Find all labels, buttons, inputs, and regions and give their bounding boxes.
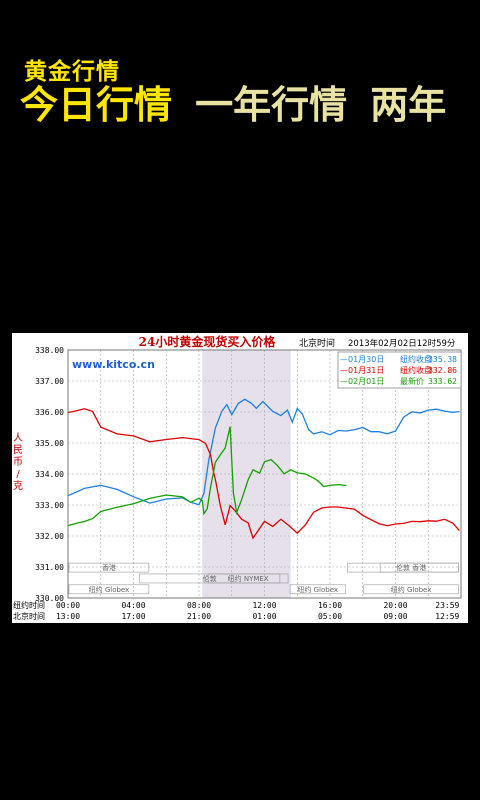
legend-date: —02月01日: [340, 377, 384, 386]
session-label: 伦敦: [396, 563, 410, 572]
app-title: 黄金行情: [24, 59, 120, 85]
x-tick-label: 23:59: [435, 601, 459, 610]
x-tick-label: 12:00: [252, 601, 276, 610]
x-tick-label: 21:00: [187, 612, 211, 621]
legend-date: —01月31日: [340, 366, 384, 375]
gold-price-chart-panel: 24小时黄金现货买入价格 北京时间 2013年02月02日12时59分 338.…: [12, 333, 468, 623]
x-axis-row-label: 纽约时间: [13, 600, 45, 610]
y-tick-label: 330.00: [35, 594, 64, 603]
y-tick-label: 333.00: [35, 501, 64, 510]
y-tick-label: 332.00: [35, 532, 64, 541]
session-label: 香港: [102, 563, 116, 572]
legend-value: 335.38: [428, 355, 457, 364]
y-axis-label-char: 民: [13, 444, 23, 456]
legend-label: 纽约收盘: [400, 354, 432, 364]
y-tick-label: 337.00: [35, 377, 64, 386]
x-tick-label: 17:00: [121, 612, 145, 621]
session-label: 香港: [412, 563, 426, 572]
legend-value: 332.86: [428, 366, 457, 375]
legend-label: 纽约收盘: [400, 365, 432, 375]
session-box: [289, 584, 346, 595]
x-tick-label: 16:00: [318, 601, 342, 610]
gold-price-chart: 24小时黄金现货买入价格 北京时间 2013年02月02日12时59分 338.…: [13, 334, 462, 621]
chart-title: 24小时黄金现货买入价格: [139, 334, 277, 349]
x-tick-label: 13:00: [56, 612, 80, 621]
session-label: 纽约 Globex: [89, 585, 130, 594]
x-tick-label: 00:00: [56, 601, 80, 610]
y-tick-label: 338.00: [35, 346, 64, 355]
x-tick-label: 09:00: [383, 612, 407, 621]
plot-frame: [67, 349, 462, 599]
session-label: 纽约 Globex: [391, 585, 432, 594]
y-axis-label-char: 币: [13, 456, 23, 468]
y-tick-label: 335.00: [35, 439, 64, 448]
x-tick-label: 08:00: [187, 601, 211, 610]
x-tick-label: 05:00: [318, 612, 342, 621]
timestamp: 2013年02月02日12时59分: [348, 338, 456, 349]
tab-one-year[interactable]: 一年行情: [195, 83, 348, 127]
y-tick-label: 331.00: [35, 563, 64, 572]
session-box: [379, 562, 459, 573]
y-tick-label: 334.00: [35, 470, 64, 479]
x-axis-row-label: 北京时间: [13, 611, 45, 621]
session-box: [68, 562, 150, 573]
y-tick-label: 336.00: [35, 408, 64, 417]
session-label: 伦敦: [203, 574, 217, 583]
time-label: 北京时间: [299, 337, 335, 349]
x-tick-label: 12:59: [435, 612, 459, 621]
legend-box: [337, 351, 462, 389]
session-box: [363, 584, 459, 595]
x-tick-label: 01:00: [252, 612, 276, 621]
session-label: 纽约 Globex: [297, 585, 338, 594]
tab-two-years[interactable]: 两年: [370, 83, 447, 127]
session-box: [207, 573, 289, 584]
tab-today[interactable]: 今日行情: [20, 83, 173, 127]
watermark: www.kitco.cn: [72, 358, 155, 371]
y-axis-label-char: /: [16, 469, 20, 480]
legend-date: —01月30日: [340, 355, 384, 364]
series-line-3: [67, 426, 347, 527]
y-axis-label-char: 人: [13, 432, 23, 444]
session-label: 纽约 NYMEX: [228, 574, 269, 583]
session-box: [68, 584, 150, 595]
x-tick-label: 04:00: [121, 601, 145, 610]
tab-bar: 今日行情 一年行情 两年: [20, 80, 480, 130]
x-tick-label: 20:00: [383, 601, 407, 610]
legend-value: 333.62: [428, 377, 457, 386]
y-axis-label-char: 克: [13, 480, 23, 492]
legend-label: 最新价: [400, 376, 424, 386]
series-line-2: [67, 408, 460, 540]
